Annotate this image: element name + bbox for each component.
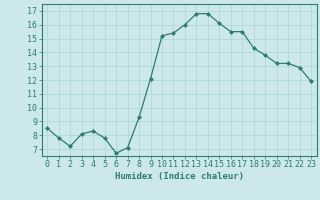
- X-axis label: Humidex (Indice chaleur): Humidex (Indice chaleur): [115, 172, 244, 181]
